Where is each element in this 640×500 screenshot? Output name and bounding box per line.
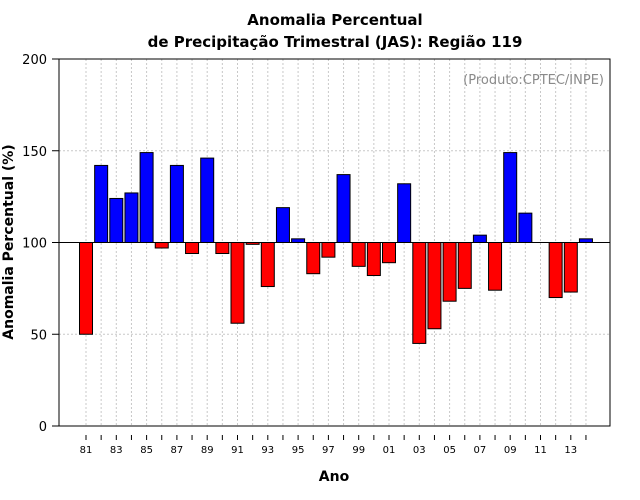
product-credit: (Produto:CPTEC/INPE)	[463, 73, 604, 88]
bars-group	[79, 152, 593, 344]
y-tick-label: 0	[39, 420, 47, 435]
bar-1986	[154, 242, 169, 249]
bar-1987	[169, 164, 184, 243]
chart-title: Anomalia Percentual	[247, 11, 422, 29]
x-tick-label: 13	[564, 445, 577, 456]
bar-1989	[200, 157, 215, 243]
bar-2009	[503, 152, 518, 243]
bar-1985	[139, 152, 154, 243]
y-axis: 0 50 100 150 200	[22, 53, 59, 435]
x-tick-label: 81	[80, 445, 93, 456]
y-tick-label: 200	[22, 53, 47, 68]
bar-2006	[457, 242, 472, 289]
x-tick-label: 97	[322, 445, 335, 456]
x-tick-label: 01	[383, 445, 396, 456]
x-tick-label: 95	[292, 445, 305, 456]
bar-1990	[215, 242, 230, 255]
bar-1983	[109, 197, 124, 244]
x-axis: 81 83 85 87 89 91 93 95 97 99 01 03 05 07 09 11 13	[80, 435, 587, 456]
bar-1997	[321, 242, 336, 258]
bar-1999	[351, 242, 366, 267]
bar-1982	[94, 164, 109, 243]
bar-2004	[427, 242, 442, 330]
bar-2014	[578, 238, 593, 244]
x-tick-label: 87	[171, 445, 184, 456]
y-tick-label: 150	[22, 145, 47, 160]
bar-1995	[291, 238, 306, 244]
x-tick-label: 99	[352, 445, 365, 456]
y-axis-label: Anomalia Percentual (%)	[1, 144, 17, 339]
bar-2007	[472, 234, 487, 244]
bar-1991	[230, 242, 245, 324]
bar-2010	[518, 212, 533, 243]
bar-2001	[382, 242, 396, 264]
bar-1988	[185, 242, 200, 255]
x-tick-label: 83	[110, 445, 123, 456]
x-tick-label: 89	[201, 445, 214, 456]
bar-2005	[442, 242, 457, 302]
y-tick-label: 50	[30, 328, 47, 343]
x-tick-label: 93	[261, 445, 274, 456]
bar-2008	[488, 242, 503, 291]
x-tick-label: 91	[231, 445, 244, 456]
y-tick-label: 100	[22, 237, 47, 252]
bar-2013	[563, 242, 578, 293]
bar-2002	[397, 183, 412, 243]
x-tick-label: 11	[534, 445, 547, 456]
bar-2012	[548, 242, 563, 299]
bar-1984	[124, 192, 139, 243]
bar-2003	[412, 242, 427, 344]
bar-1996	[306, 242, 321, 275]
bar-1994	[275, 207, 290, 243]
x-tick-label: 03	[413, 445, 426, 456]
bar-1981	[79, 242, 93, 335]
x-tick-label: 05	[443, 445, 456, 456]
grid-lines	[59, 58, 610, 427]
x-tick-label: 85	[140, 445, 153, 456]
chart-subtitle: de Precipitação Trimestral (JAS): Região…	[148, 33, 523, 51]
bar-2000	[366, 242, 381, 277]
x-tick-label: 07	[474, 445, 487, 456]
x-tick-label: 09	[504, 445, 517, 456]
bar-1993	[260, 242, 275, 288]
bar-1998	[336, 174, 351, 244]
x-axis-label: Ano	[319, 469, 350, 485]
